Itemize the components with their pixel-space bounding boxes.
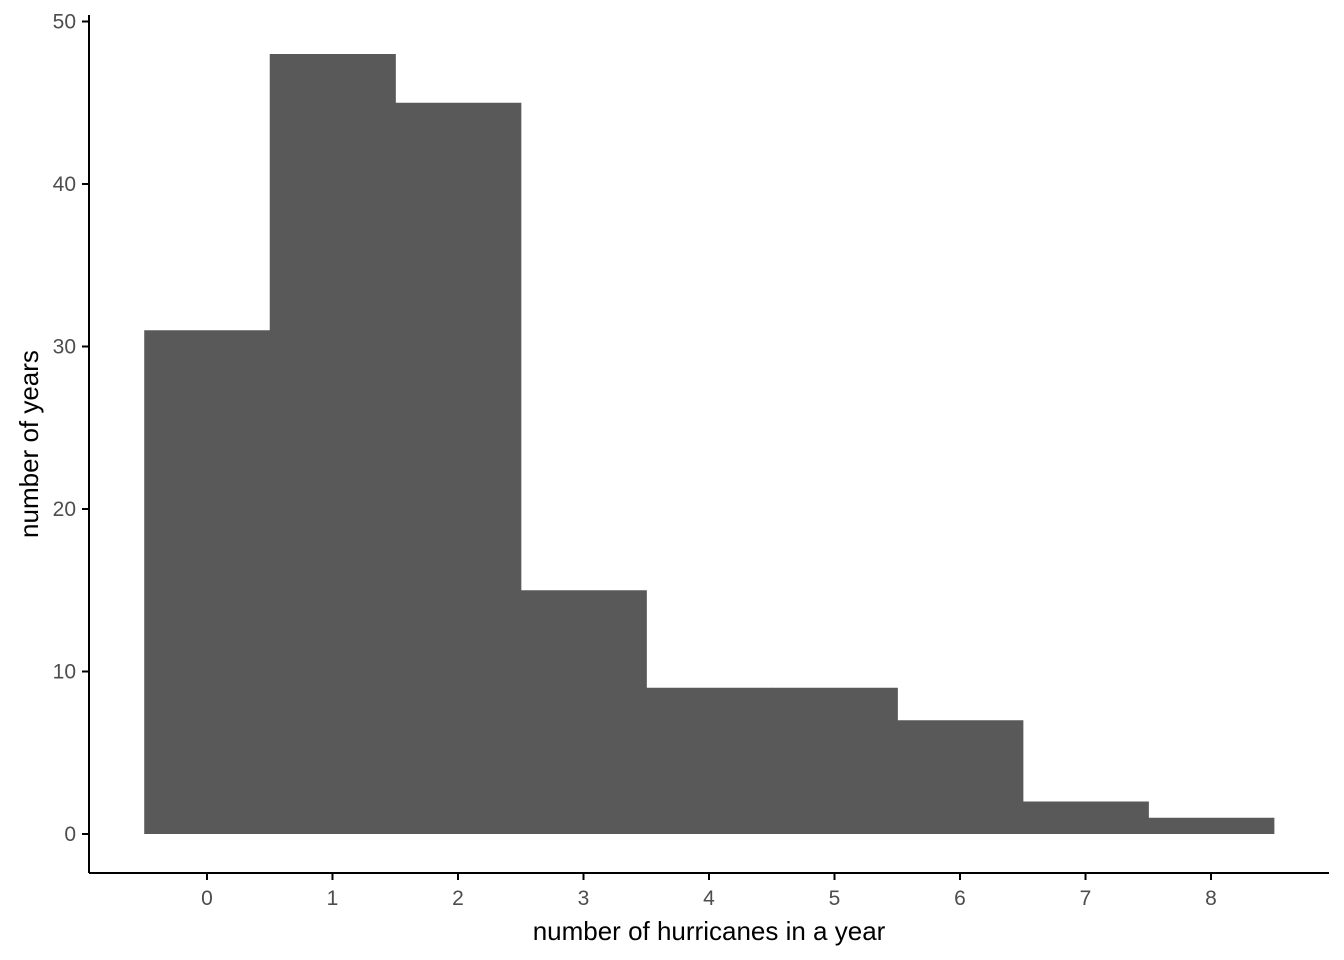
histogram-bar-0: [144, 330, 271, 834]
y-tick-label: 50: [53, 11, 76, 34]
x-tick-label: 6: [954, 887, 966, 910]
histogram-bar-5: [771, 687, 898, 834]
histogram-bar-8: [1148, 817, 1275, 834]
x-tick-label: 2: [452, 887, 464, 910]
y-tick-label: 20: [53, 498, 76, 521]
histogram-bar-6: [897, 720, 1024, 834]
x-tick-label: 3: [578, 887, 590, 910]
histogram-bar-4: [646, 687, 773, 834]
y-tick-label: 0: [64, 823, 76, 846]
histogram-bar-2: [395, 102, 522, 834]
histogram-bar-7: [1022, 801, 1149, 834]
ticks-layer: 0 1 2 3 4 5 6 7 8 0 10 20 30 40 50: [53, 11, 1217, 911]
x-tick-label: 1: [327, 887, 339, 910]
y-tick-label: 10: [53, 661, 76, 684]
histogram-bar-1: [269, 54, 396, 834]
y-tick-label: 40: [53, 173, 76, 196]
x-tick-label: 0: [201, 887, 213, 910]
y-axis-title: number of years: [14, 350, 44, 538]
x-tick-label: 4: [703, 887, 715, 910]
x-tick-label: 5: [829, 887, 841, 910]
x-axis-title: number of hurricanes in a year: [533, 916, 886, 946]
bars-layer: [144, 54, 1275, 834]
x-tick-label: 8: [1205, 887, 1217, 910]
x-tick-label: 7: [1080, 887, 1092, 910]
y-tick-label: 30: [53, 336, 76, 359]
histogram-bar-3: [520, 590, 647, 834]
